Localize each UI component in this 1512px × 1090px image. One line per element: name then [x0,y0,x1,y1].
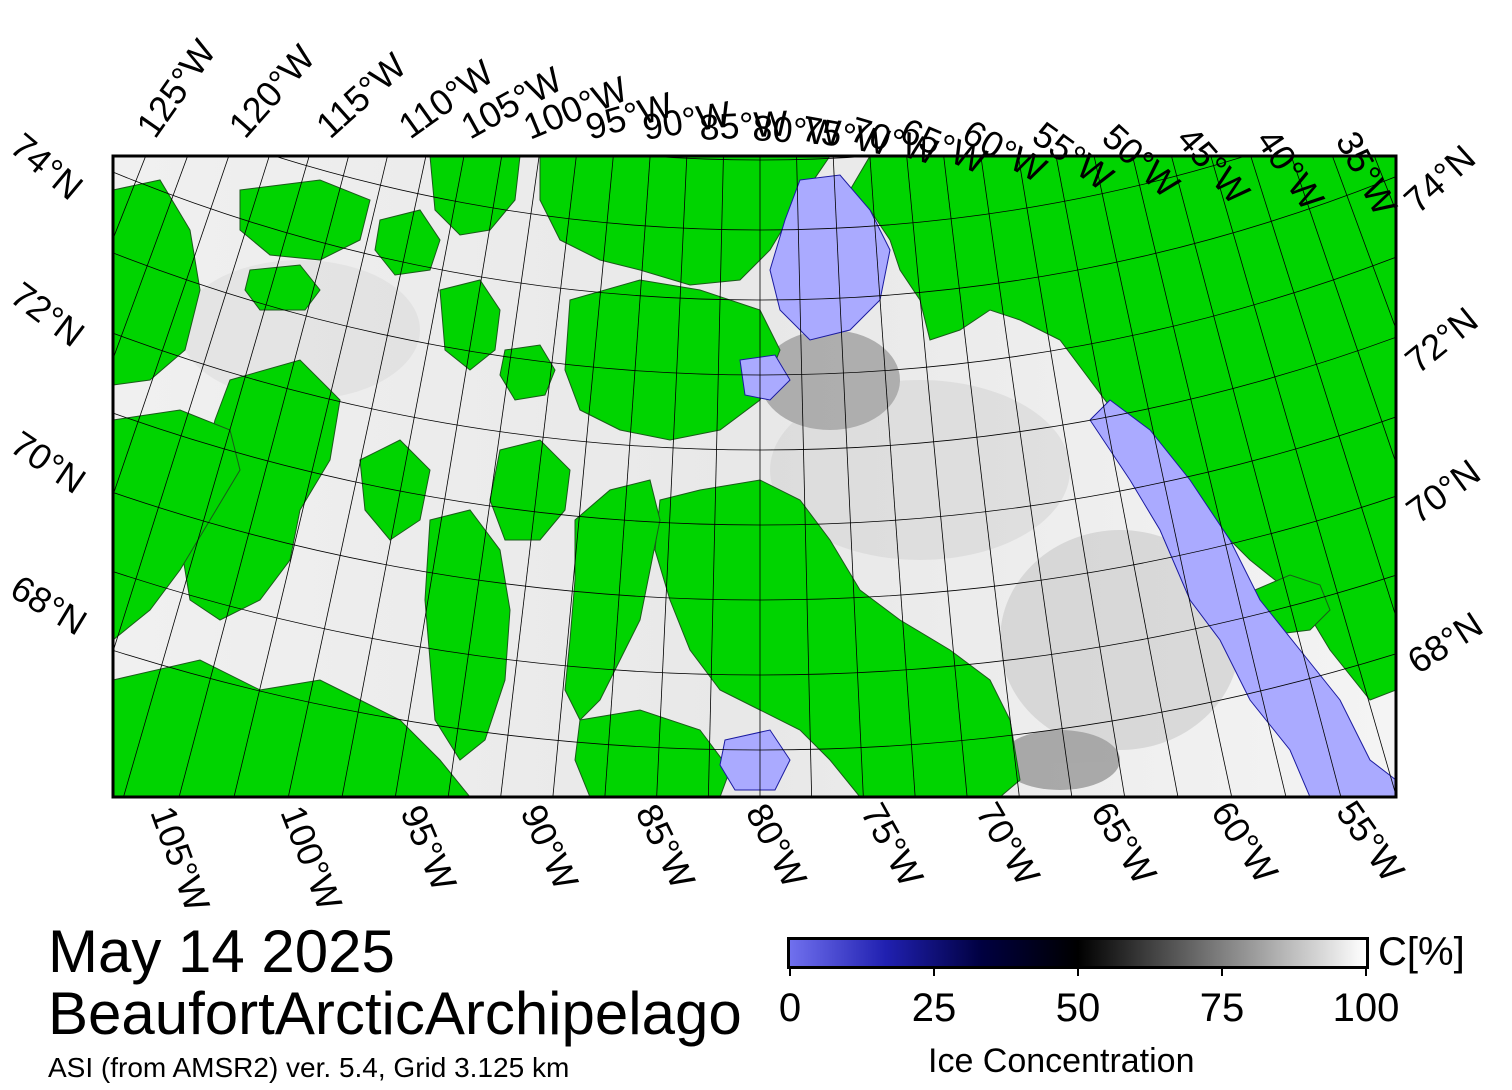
right-latitude-label: 70°N [1399,451,1488,531]
meridian-line [1290,156,1396,465]
colorbar [787,937,1369,969]
top-longitude-label: 125°W [128,32,224,144]
top-longitude-label: 80°W [752,107,843,153]
meridian-line [1171,156,1342,797]
meridian-line [604,156,651,797]
top-longitude-label: 120°W [220,37,323,145]
meridian-line [1480,0,1512,658]
map-region: BeaufortArcticArchipelago [48,980,742,1047]
meridian-line [1132,156,1287,797]
left-latitude-label: 74°N [3,125,91,208]
meridian-line [233,156,388,797]
land-prince-patrick-island [244,264,321,311]
colorbar-tick-mark [1221,966,1223,976]
land-devon-island [564,279,781,441]
bottom-longitude-labels: 105°W 100°W 95°W 90°W 85°W 80°W 75°W 70°W 65°W 60… [142,793,1412,917]
meridian-line [1210,156,1396,797]
meridian-line [832,156,864,797]
colorbar-tick-label: 75 [1199,986,1245,1030]
bottom-longitude-label: 90°W [513,798,587,895]
colorbar-title: Ice Concentration [928,1042,1195,1080]
colorbar-tick-label: 50 [1055,986,1101,1030]
land-baffin-island [654,479,1021,797]
right-latitude-label: 72°N [1397,299,1485,381]
meridian-line [1250,156,1396,618]
bottom-longitude-label: 85°W [628,798,704,895]
meridian-line [447,156,540,797]
bottom-longitude-label: 105°W [142,801,218,917]
colorbar-tick-label: 0 [778,986,802,1030]
right-latitude-label: 74°N [1396,137,1483,221]
map-frame [111,154,1398,799]
graticule [0,0,1512,797]
meridian-line [1055,156,1179,797]
meridian-line [1017,156,1126,797]
meridian-line [552,156,614,797]
colorbar-tick-mark [933,966,935,976]
land-melville-peninsula [564,479,661,721]
meridian-line [394,156,503,797]
meridian-line [178,156,349,797]
colorbar-tick-mark [1077,966,1079,976]
left-latitude-labels: 74°N 72°N 70°N 68°N [3,125,94,644]
bottom-longitude-label: 80°W [738,797,815,894]
colorbar-tick-label: 100 [1332,986,1400,1030]
meridian-line [1093,156,1233,797]
land-prince-of-wales-island [439,279,501,371]
top-longitude-label: 85°W [698,102,788,148]
left-latitude-label: 72°N [3,274,92,355]
meridian-line [980,156,1073,797]
top-longitude-label: 115°W [308,45,414,146]
colorbar-tick-mark [1365,966,1367,976]
data-source: ASI (from AMSR2) ver. 5.4, Grid 3.125 km [48,1052,570,1083]
meridian-line [906,156,968,797]
meridian-line [0,0,12,628]
meridian-line [123,156,310,797]
bottom-longitude-label: 55°W [1328,793,1412,889]
meridian-line [500,156,577,797]
land-mainland-south [113,659,471,797]
land-boothia-peninsula [424,509,511,761]
land-greenland [849,156,1396,701]
bottom-longitude-label: 70°W [968,795,1048,892]
colorbar-tick-mark [789,966,791,976]
meridian-line [113,156,270,653]
meridian-line [943,156,1020,797]
colorbar-tick-label: 25 [911,986,957,1030]
land-cornwallis-island [499,344,556,401]
meridian-line [656,156,688,797]
bottom-longitude-label: 65°W [1083,795,1165,892]
right-latitude-label: 68°N [1400,604,1490,682]
map-date: May 14 2025 [48,918,395,985]
meridian-line [113,156,230,497]
left-latitude-label: 70°N [4,423,94,502]
bottom-longitude-label: 100°W [273,800,351,916]
colorbar-unit: C[%] [1378,930,1465,974]
bottom-longitude-label: 95°W [393,799,465,896]
meridian-line [287,156,427,797]
meridian-line [869,156,916,797]
meridian-line [341,156,465,797]
left-latitude-label: 68°N [4,567,94,644]
meridian-line [707,156,724,797]
bottom-longitude-label: 75°W [853,796,932,893]
land-southampton-area [574,709,731,797]
meridian-line [796,156,813,797]
ice-concentration-layer [180,260,1240,790]
land-banks-island [113,179,201,386]
bottom-longitude-label: 60°W [1203,794,1286,890]
right-latitude-labels: 74°N 72°N 70°N 68°N [1396,137,1490,682]
land-mainland-west [113,409,241,641]
meridian-line [1508,0,1512,628]
